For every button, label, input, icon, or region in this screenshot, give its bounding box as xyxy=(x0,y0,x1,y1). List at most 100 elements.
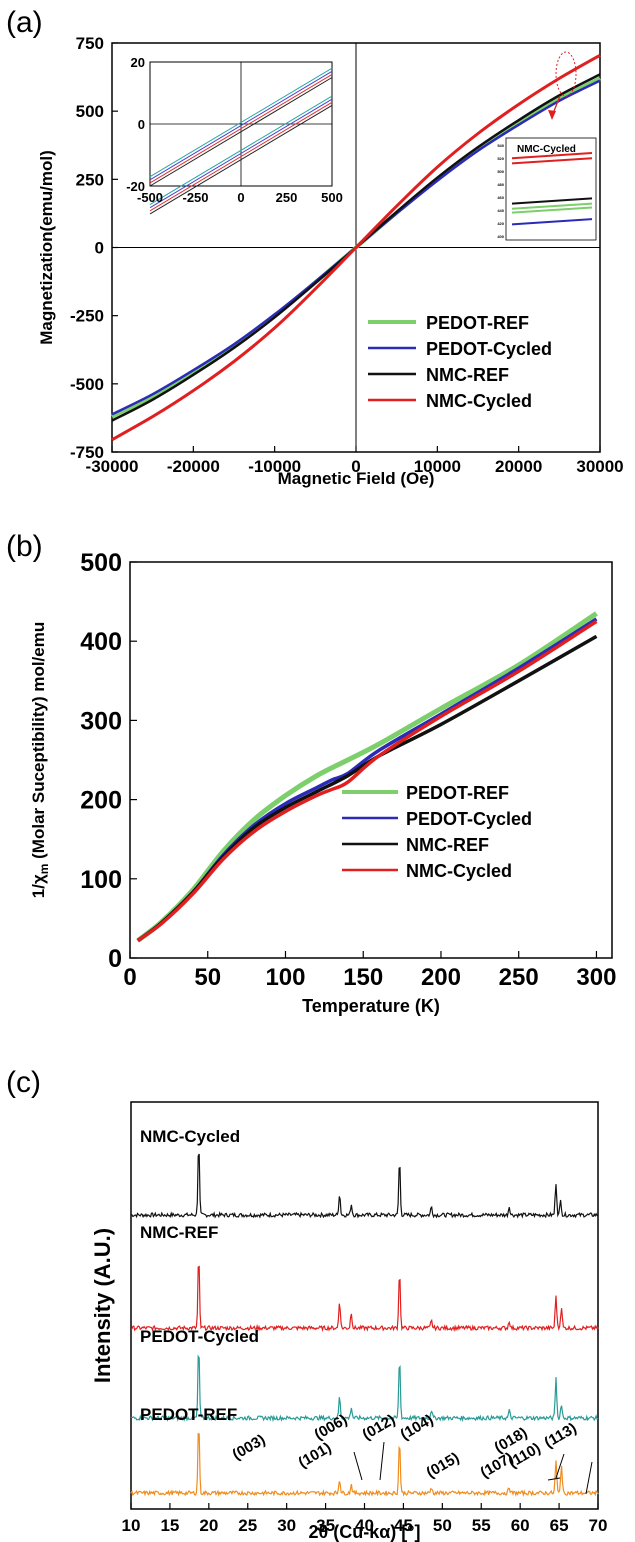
y-axis-label-a: Magnetization(emu/mol) xyxy=(37,150,56,345)
x-tick-label-c: 30 xyxy=(277,1516,296,1535)
y-tick-label-b: 500 xyxy=(80,549,122,577)
x-tick-label-b: 250 xyxy=(499,964,539,991)
panel-label-b: (b) xyxy=(6,530,43,563)
inset-right-series-line xyxy=(511,152,593,160)
miller-index-label: (006) xyxy=(312,1411,351,1443)
annotation-arrow xyxy=(379,1441,385,1481)
x-tick-label-c: 10 xyxy=(122,1516,141,1535)
pattern-label: PEDOT-REF xyxy=(140,1405,237,1424)
x-tick-label-b: 50 xyxy=(194,964,221,991)
inset-y-tick-label: -20 xyxy=(126,179,145,194)
inset-y-tick-label: 20 xyxy=(131,55,145,70)
y-tick-label-b: 200 xyxy=(80,787,122,815)
xrd-pattern-pedot-ref xyxy=(130,1432,599,1498)
miller-index-label: (101) xyxy=(296,1439,335,1471)
x-tick-label-a: 20000 xyxy=(495,457,542,476)
x-tick-label-c: 65 xyxy=(550,1516,569,1535)
inset-right-title: NMC-Cycled xyxy=(517,144,576,155)
x-tick-label-c: 15 xyxy=(160,1516,179,1535)
inset-right-series-line xyxy=(511,197,593,205)
legend-label-b: PEDOT-REF xyxy=(406,783,509,803)
x-tick-label-a: -10000 xyxy=(248,457,301,476)
x-axis-label-c: 2θ (Cu-kα) [°] xyxy=(309,1522,421,1542)
legend-label-b: NMC-REF xyxy=(406,835,489,855)
x-tick-label-a: 10000 xyxy=(414,457,461,476)
legend-label-b: NMC-Cycled xyxy=(406,861,512,881)
inset-right-tick-label: 540 xyxy=(497,143,504,148)
inset-right-tick-label: 400 xyxy=(497,234,504,239)
inset-y-tick-label: 0 xyxy=(138,117,145,132)
legend-label: NMC-REF xyxy=(426,365,509,385)
y-tick-label-a: 500 xyxy=(76,102,104,121)
x-tick-label-c: 50 xyxy=(433,1516,452,1535)
inset-right-series-line xyxy=(511,206,593,214)
xrd-pattern-pedot-cycled xyxy=(130,1354,599,1423)
inset-right-tick-label: 440 xyxy=(497,208,504,213)
x-tick-label-c: 40 xyxy=(355,1516,374,1535)
legend-label: PEDOT-Cycled xyxy=(426,339,552,359)
zoom-arrow-head xyxy=(548,110,556,120)
xrd-pattern-nmc-cycled xyxy=(130,1153,599,1219)
inset-x-tick-label: 250 xyxy=(276,190,298,205)
legend-label-b: PEDOT-Cycled xyxy=(406,809,532,829)
inset-right-series-line xyxy=(511,218,593,226)
pattern-label: PEDOT-Cycled xyxy=(140,1327,259,1346)
y-tick-label-a: -250 xyxy=(70,307,104,326)
y-tick-label-a: 750 xyxy=(76,34,104,53)
inset-right-tick-label: 500 xyxy=(497,169,504,174)
inset-left-series-line xyxy=(149,98,333,209)
x-tick-label-b: 150 xyxy=(343,964,383,991)
pattern-label: NMC-Cycled xyxy=(140,1127,240,1146)
x-tick-label-b: 0 xyxy=(123,964,136,991)
pattern-label: NMC-REF xyxy=(140,1223,218,1242)
series-line-b-nmc-cycled xyxy=(136,619,598,943)
inset-x-tick-label: -500 xyxy=(137,190,163,205)
x-axis-label-a: Magnetic Field (Oe) xyxy=(278,469,435,488)
x-tick-label-c: 20 xyxy=(199,1516,218,1535)
x-tick-label-b: 300 xyxy=(576,964,616,991)
x-tick-label-b: 100 xyxy=(265,964,305,991)
x-tick-label-c: 55 xyxy=(472,1516,491,1535)
inset-right-tick-label: 460 xyxy=(497,195,504,200)
x-tick-label-c: 60 xyxy=(511,1516,530,1535)
miller-index-label: (104) xyxy=(398,1411,437,1443)
inset-left-series-line xyxy=(149,70,333,181)
y-axis-label-b: 1/χm (Molar Suceptibility) mol/emu xyxy=(29,622,51,898)
y-tick-label-a: -500 xyxy=(70,375,104,394)
inset-right-tick-label: 420 xyxy=(497,221,504,226)
inset-left-series-line xyxy=(149,67,333,178)
x-tick-label-a: 0 xyxy=(351,457,360,476)
y-tick-label-b: 100 xyxy=(80,866,122,894)
x-axis-label-b: Temperature (K) xyxy=(302,996,440,1016)
x-tick-label-b: 200 xyxy=(421,964,461,991)
legend-label: NMC-Cycled xyxy=(426,391,532,411)
annotation-arrow xyxy=(547,1477,561,1481)
x-tick-label-c: 35 xyxy=(316,1516,335,1535)
annotation-arrow xyxy=(555,1453,565,1479)
annotation-arrow xyxy=(585,1461,593,1495)
inset-x-tick-label: -250 xyxy=(182,190,208,205)
y-tick-label-b: 400 xyxy=(80,628,122,656)
x-tick-label-a: 30000 xyxy=(576,457,623,476)
y-tick-label-a: 0 xyxy=(95,239,104,258)
inset-right-tick-label: 480 xyxy=(497,182,504,187)
inset-left-series-line xyxy=(149,95,333,206)
y-tick-label-a: -750 xyxy=(70,443,104,462)
zoom-region-ellipse xyxy=(555,51,577,97)
legend-label: PEDOT-REF xyxy=(426,313,529,333)
x-tick-label-a: -30000 xyxy=(86,457,139,476)
y-tick-label-b: 0 xyxy=(108,945,122,973)
series-line-nmc-cycled xyxy=(111,53,601,442)
y-axis-label-c: Intensity (A.U.) xyxy=(90,1228,115,1383)
inset-left-series-line xyxy=(149,101,333,212)
miller-index-label: (015) xyxy=(424,1449,463,1481)
inset-left-series-line xyxy=(149,104,333,215)
inset-left-series-line xyxy=(149,73,333,184)
inset-left-series-line xyxy=(149,77,333,187)
x-tick-label-c: 25 xyxy=(238,1516,257,1535)
miller-index-label: (003) xyxy=(230,1431,269,1463)
plot-frame-b xyxy=(129,561,613,959)
y-tick-label-a: 250 xyxy=(76,170,104,189)
series-line-b-nmc-ref xyxy=(136,634,598,943)
